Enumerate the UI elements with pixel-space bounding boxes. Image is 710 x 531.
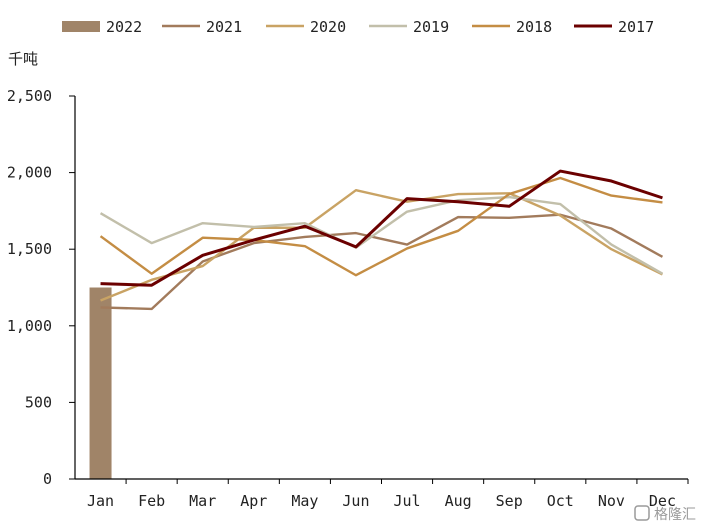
y-axis-ticks: 0 500 1,000 1,500 2,000 2,500 (7, 87, 52, 488)
x-tick-label: Dec (649, 492, 676, 510)
series-line-2019 (99, 195, 664, 275)
y-tick-label: 0 (43, 470, 52, 488)
legend-label-2021: 2021 (206, 18, 242, 36)
y-axis-label: 千吨 (8, 50, 38, 68)
y-tick-label: 2,500 (7, 87, 52, 105)
plot-area (89, 169, 664, 479)
x-tick-label: Oct (547, 492, 574, 510)
x-tick-label: Nov (598, 492, 625, 510)
x-axis-ticks: Jan Feb Mar Apr May Jun Jul Aug Sep Oct Nov Dec (87, 492, 676, 510)
series-line-2018 (99, 176, 663, 277)
y-tick-label: 500 (25, 393, 52, 411)
legend-label-2018: 2018 (516, 18, 552, 36)
x-tick-label: Apr (240, 492, 267, 510)
bar-2022-Jan (89, 287, 112, 479)
x-tick-label: Jan (87, 492, 114, 510)
watermark-logo-icon (634, 505, 650, 521)
x-tick-label: Sep (496, 492, 523, 510)
x-tick-label: Feb (138, 492, 165, 510)
y-tick-label: 1,000 (7, 317, 52, 335)
x-tick-label: Mar (189, 492, 216, 510)
series-line-2017 (100, 169, 663, 287)
legend-swatch-2022 (62, 21, 100, 32)
x-tick-label: Jul (393, 492, 420, 510)
y-tick-label: 2,000 (7, 164, 52, 182)
x-tick-label: May (291, 492, 318, 510)
y-tick-label: 1,500 (7, 240, 52, 258)
legend-label-2022: 2022 (106, 18, 142, 36)
x-tick-label: Aug (445, 492, 472, 510)
legend-label-2020: 2020 (310, 18, 346, 36)
legend-label-2019: 2019 (413, 18, 449, 36)
legend: 2022 2021 2020 2019 2018 2017 (62, 18, 654, 36)
watermark: 格隆汇 (634, 505, 696, 523)
series-line-2020 (100, 189, 663, 302)
axes (69, 95, 689, 484)
x-tick-label: Jun (342, 492, 369, 510)
watermark-text: 格隆汇 (654, 507, 696, 523)
legend-label-2017: 2017 (618, 18, 654, 36)
